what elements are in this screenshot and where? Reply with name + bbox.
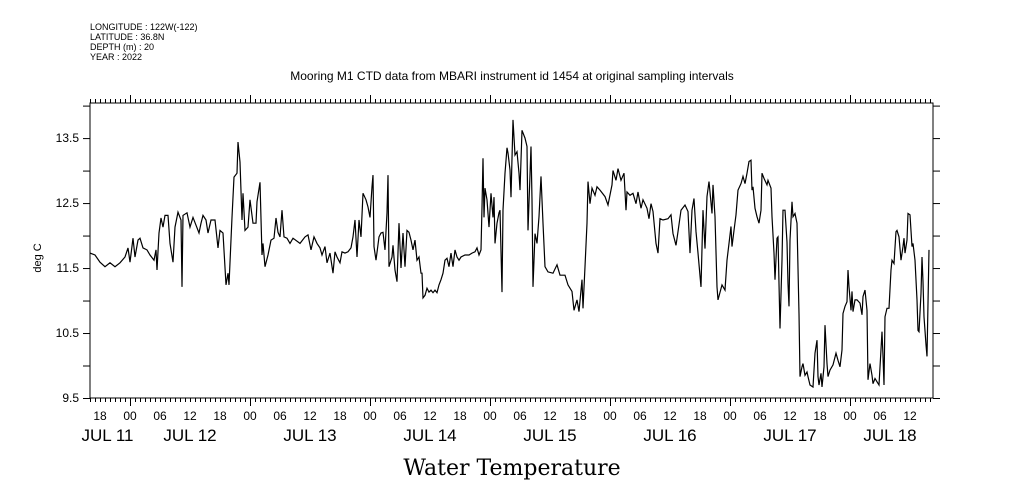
x-tick-label: 06 — [513, 409, 527, 423]
x-tick-label: 12 — [543, 409, 557, 423]
date-label: JUL 12 — [163, 426, 216, 445]
x-tick-label: 12 — [183, 409, 197, 423]
x-tick-label: 00 — [603, 409, 617, 423]
x-tick-label: 06 — [753, 409, 767, 423]
date-label: JUL 13 — [283, 426, 336, 445]
y-tick-label: 9.5 — [62, 391, 79, 405]
x-tick-label: 12 — [663, 409, 677, 423]
x-tick-label: 00 — [723, 409, 737, 423]
date-label: JUL 17 — [763, 426, 816, 445]
depth-label: DEPTH (m) : 20 — [90, 42, 154, 52]
x-tick-label: 06 — [633, 409, 647, 423]
x-axis-label: Water Temperature — [403, 456, 620, 481]
series-line-water-temperature — [89, 119, 930, 389]
x-tick-label: 00 — [843, 409, 857, 423]
x-tick-label: 12 — [303, 409, 317, 423]
x-tick-label: 06 — [153, 409, 167, 423]
longitude-label: LONGITUDE : 122W(-122) — [90, 22, 198, 32]
axes: 9.5 10.5 11.5 12.5 13.5 18 00 06 12 18 00 06 12 18 00 0… — [56, 95, 940, 445]
x-tick-label: 12 — [783, 409, 797, 423]
date-label: JUL 11 — [82, 426, 134, 445]
x-tick-label: 00 — [123, 409, 137, 423]
x-tick-label: 06 — [393, 409, 407, 423]
series-group — [89, 119, 930, 389]
date-label: JUL 14 — [403, 426, 456, 445]
x-tick-label: 00 — [243, 409, 257, 423]
y-tick-label: 11.5 — [57, 261, 80, 275]
x-tick-label: 18 — [213, 409, 227, 423]
x-tick-label: 18 — [693, 409, 707, 423]
date-label: JUL 15 — [523, 426, 576, 445]
y-tick-label: 10.5 — [56, 326, 80, 340]
x-tick-label: 06 — [873, 409, 887, 423]
chart-title: Mooring M1 CTD data from MBARI instrumen… — [290, 69, 734, 83]
x-tick-label: 18 — [453, 409, 467, 423]
y-tick-label: 13.5 — [56, 131, 80, 145]
y-axis-label: deg C — [32, 243, 44, 272]
date-label: JUL 16 — [643, 426, 696, 445]
latitude-label: LATITUDE : 36.8N — [90, 32, 164, 42]
date-label: JUL 18 — [863, 426, 916, 445]
year-label: YEAR : 2022 — [90, 52, 142, 62]
x-tick-label: 18 — [333, 409, 347, 423]
x-tick-label: 06 — [273, 409, 287, 423]
x-tick-label: 18 — [813, 409, 827, 423]
y-tick-label: 12.5 — [56, 196, 80, 210]
x-tick-label: 00 — [483, 409, 497, 423]
x-tick-label: 12 — [903, 409, 917, 423]
x-tick-label: 12 — [423, 409, 437, 423]
plot-frame — [89, 102, 934, 399]
x-tick-label: 18 — [93, 409, 107, 423]
x-tick-label: 18 — [573, 409, 587, 423]
x-tick-label: 00 — [363, 409, 377, 423]
